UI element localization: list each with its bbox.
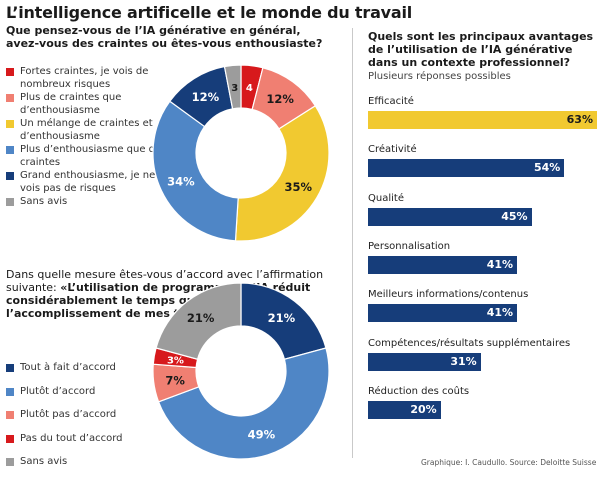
donut1-legend-item-fortes-craintes-je-vois-de-nombreux-risques: Fortes craintes, je vois de nombreux ris… [6,66,166,92]
donut2-legend-item-tout-a-fait-d-accord: Tout à fait d’accord [6,362,166,386]
legend-swatch [6,146,14,154]
donut1-label-fortes-craintes-je-vois-de-nombreux-risques: 4 [246,83,253,94]
donut1-legend: Fortes craintes, je vois de nombreux ris… [6,66,166,222]
legend-swatch [6,458,14,466]
bar-value-competences-resultats-supplementaires: 31% [450,354,477,368]
bar-value-reduction-des-couts: 20% [410,402,437,416]
bar-label-reduction-des-couts: Réduction des coûts [368,385,470,397]
donut2-legend-item-pas-du-tout-d-accord: Pas du tout d’accord [6,433,166,457]
legend-label: Pas du tout d’accord [20,432,123,444]
column-divider [352,28,353,458]
donut1-chart: 4 12% 35% 34% 12% 3 [152,64,330,242]
donut1-slice-plus-d-enthousiasme-que-de-craintes [152,100,239,242]
bar-qualite: 45% [368,207,532,226]
donut2-slice-plutot-d-accord [157,347,330,460]
bar-label-qualite: Qualité [368,192,404,204]
legend-swatch [6,172,14,180]
legend-swatch [6,68,14,76]
bar-reduction-des-couts: 20% [368,400,441,419]
legend-label: Grand enthousiasme, je ne vois pas de ri… [20,170,156,194]
bar-chart-subtitle: Plusieurs réponses possibles [368,71,511,82]
legend-label: Plutôt d’accord [20,385,96,397]
bar-label-personnalisation: Personnalisation [368,240,451,252]
donut2-legend-item-plutot-pas-d-accord: Plutôt pas d’accord [6,409,166,433]
bar-competences-resultats-supplementaires: 31% [368,352,481,371]
legend-swatch [6,434,14,443]
bar-label-competences-resultats-supplementaires: Compétences/résultats supplémentaires [368,337,571,349]
bar-efficacite: 63% [368,111,597,129]
legend-label: Sans avis [20,456,68,467]
donut2-legend: Tout à fait d’accord Plutôt d’accord Plutô… [6,362,166,480]
donut1-label-plus-de-craintes-que-d-enthousiasme: 12% [266,92,294,106]
bar-label-creativite: Créativité [368,144,417,156]
donut2-label-sans-avis: 21% [187,311,215,325]
credit: Graphique: I. Caudullo. Source: Deloitte… [421,458,597,467]
donut1-legend-item-grand-enthousiasme-je-ne-vois-pas-de-risques: Grand enthousiasme, je ne vois pas de ri… [6,170,166,196]
bar-label-efficacite: Efficacité [368,96,414,107]
donut1-label-un-melange-de-craintes-et-d-enthousiasme: 35% [284,180,312,194]
legend-label: Plus de craintes que d’enthousiasme [20,92,122,116]
bar-value-efficacite: 63% [566,113,593,126]
legend-label: Fortes craintes, je vois de nombreux ris… [20,66,149,90]
page-title: L’intelligence artificelle et le monde d… [6,3,413,22]
legend-label: Tout à fait d’accord [20,362,116,373]
bar-value-qualite: 45% [501,209,528,223]
legend-swatch [6,364,14,372]
bar-chart-question: Quels sont les principaux avantages de l… [368,30,594,69]
bar-value-creativite: 54% [533,161,561,175]
donut2-slice-sans-avis [155,282,242,360]
donut1-label-plus-d-enthousiasme-que-de-craintes: 34% [167,174,195,188]
legend-swatch [6,387,14,396]
donut2-label-plutot-d-accord: 49% [248,427,276,441]
donut1-slice-sans-avis [223,64,242,110]
bar-value-personnalisation: 41% [486,257,514,271]
legend-swatch [6,198,14,206]
legend-label: Plus d’enthousiasme que de craintes [20,144,162,168]
legend-swatch [6,94,14,102]
legend-swatch [6,120,14,128]
legend-label: Un mélange de craintes et d’enthousiasme [20,118,153,142]
donut2-chart: 21% 49% 7% 3% 21% [152,282,330,460]
donut2-label-pas-du-tout-d-accord: 3% [167,356,184,367]
bar-value-meilleurs-informations-contenus: 41% [486,306,514,320]
bar-personnalisation: 41% [368,255,518,274]
donut1-label-grand-enthousiasme-je-ne-vois-pas-de-risques: 12% [192,90,220,104]
donut1-legend-item-un-melange-de-craintes-et-d-enthousiasme: Un mélange de craintes et d’enthousiasme [6,118,166,144]
donut1-legend-item-sans-avis: Sans avis [6,196,166,222]
donut2-legend-item-sans-avis: Sans avis [6,456,166,480]
donut1-legend-item-plus-d-enthousiasme-que-de-craintes: Plus d’enthousiasme que de craintes [6,144,166,170]
donut1-question: Que pensez-vous de l’IA générative en gé… [6,24,323,50]
donut1-label-sans-avis: 3 [231,83,238,94]
legend-swatch [6,411,14,419]
donut2-label-plutot-pas-d-accord: 7% [165,373,185,387]
bar-meilleurs-informations-contenus: 41% [368,304,518,323]
donut2-label-tout-a-fait-d-accord: 21% [268,311,296,325]
legend-label: Plutôt pas d’accord [20,409,117,420]
donut2-legend-item-plutot-d-accord: Plutôt d’accord [6,386,166,410]
legend-label: Sans avis [20,196,68,207]
bar-creativite: 54% [368,159,565,178]
bar-label-meilleurs-informations-contenus: Meilleurs informations/contenus [368,289,529,301]
donut1-slice-un-melange-de-craintes-et-d-enthousiasme [234,105,330,242]
donut1-legend-item-plus-de-craintes-que-d-enthousiasme: Plus de craintes que d’enthousiasme [6,92,166,118]
donut2-question-intro: Dans quelle mesure êtes-vous d’accord av… [6,268,324,294]
